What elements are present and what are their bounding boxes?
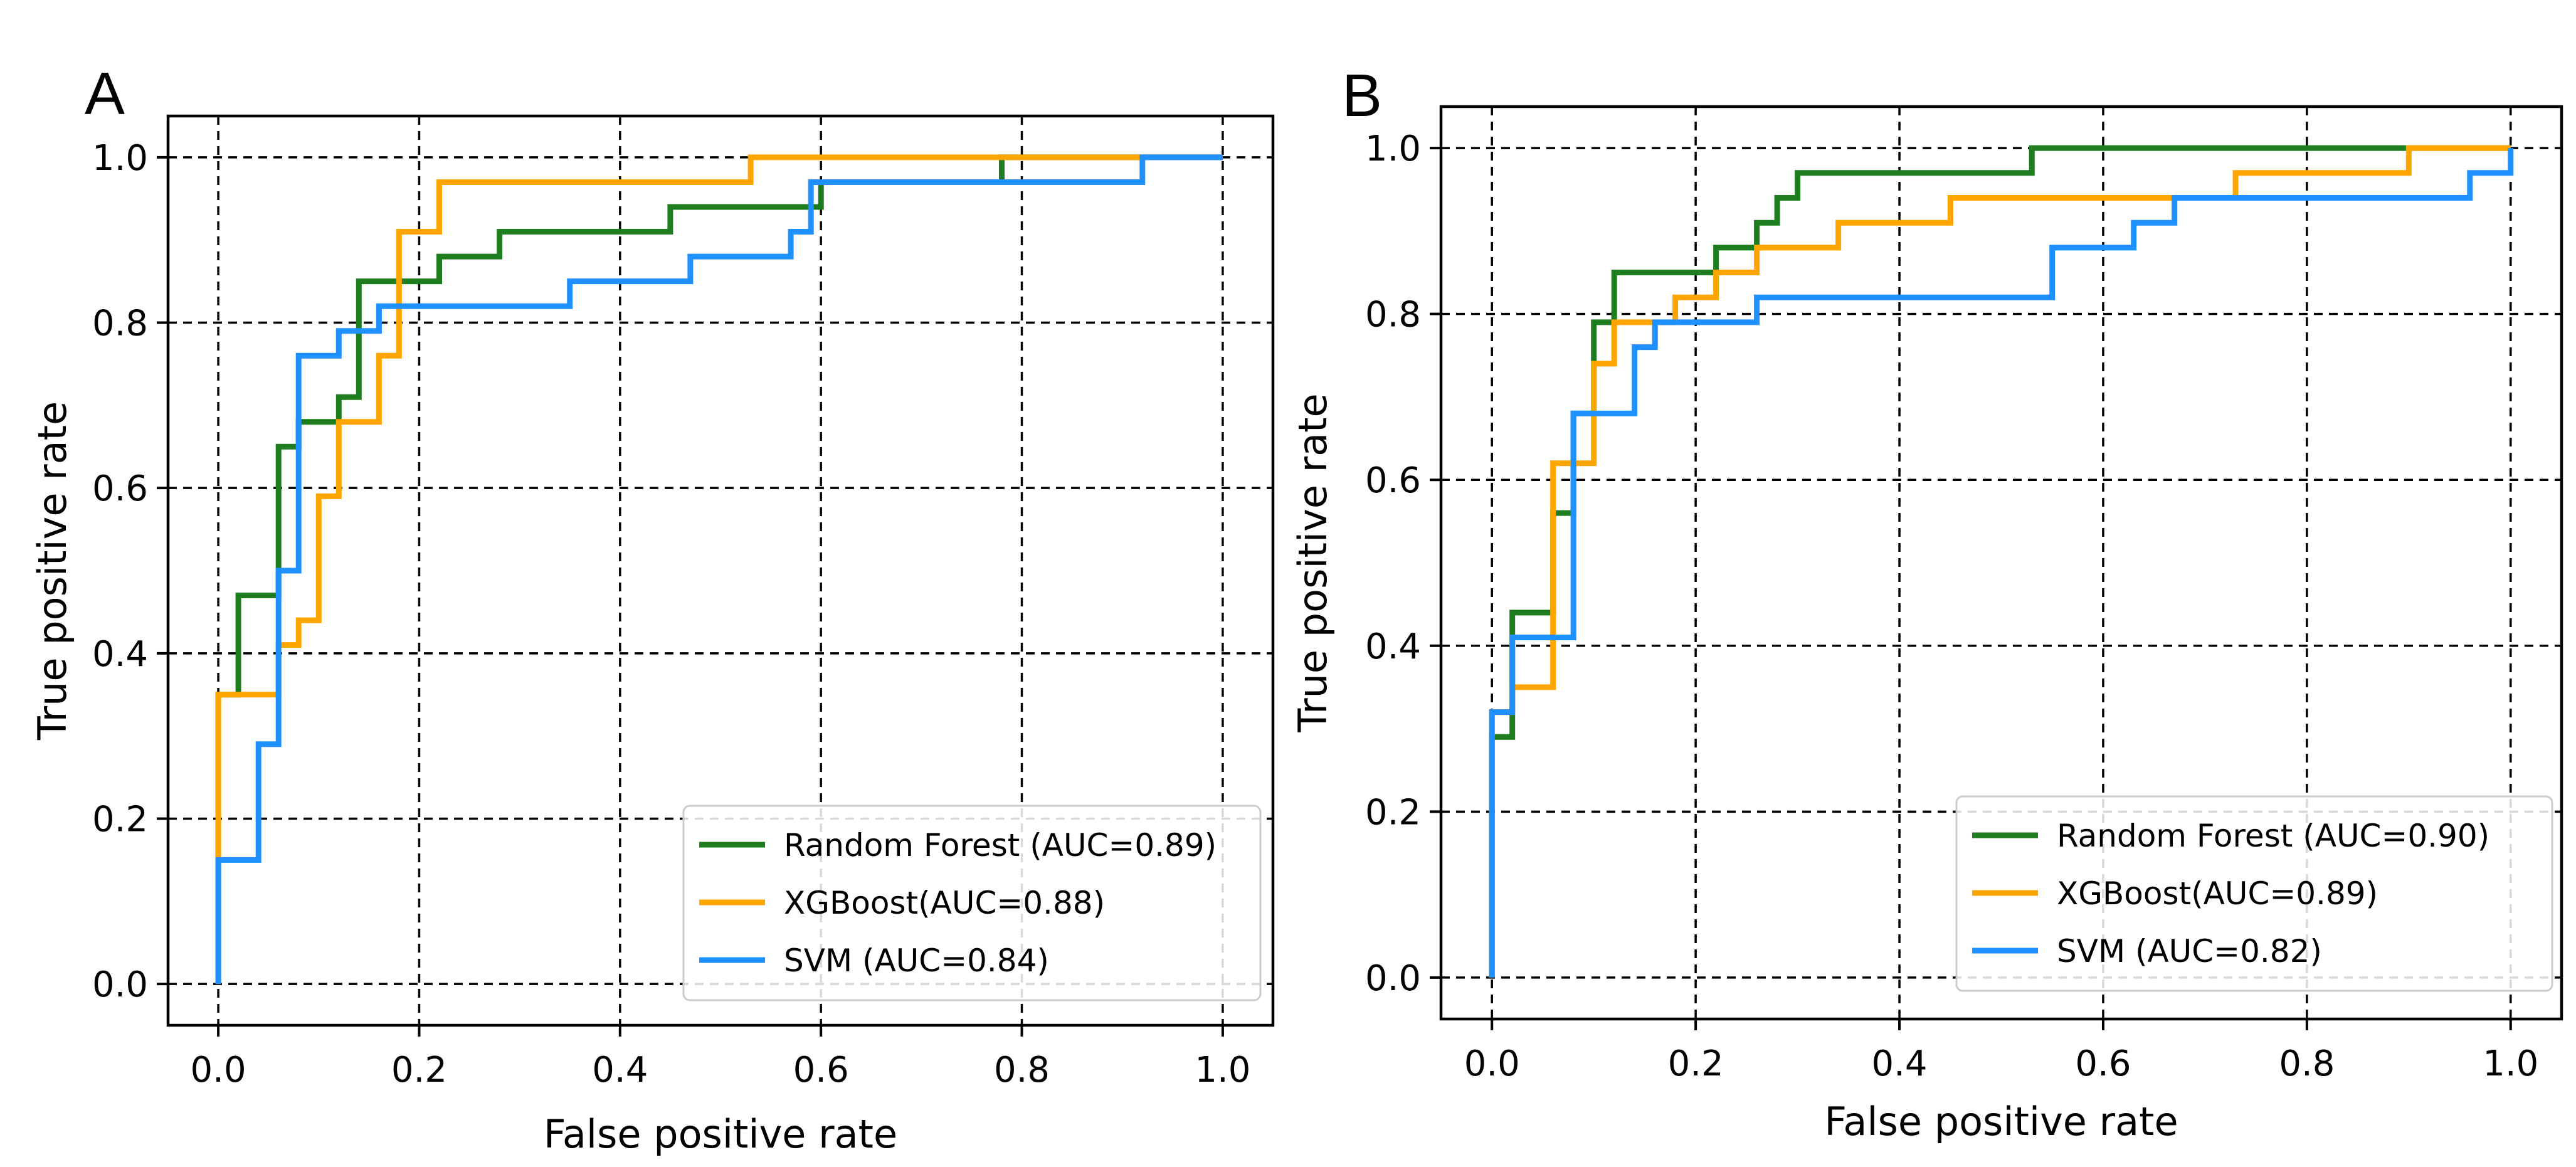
y-tick-label: 0.8 [1365,295,1421,335]
legend-label-2: XGBoost(AUC=0.88) [784,885,1105,921]
legend-box [1955,795,2553,992]
legend: Random Forest (AUC=0.90) XGBoost(AUC=0.89… [1955,795,2553,992]
y-tick-label: 0.6 [92,468,148,509]
y-tick-label: 1.0 [1365,129,1421,169]
panel-label: B [1342,62,1382,129]
y-tick-label: 0.4 [1365,626,1421,667]
y-tick-label: 0.6 [1365,460,1421,501]
y-tick-label: 0.2 [92,799,148,840]
x-tick-label: 0.8 [994,1050,1050,1090]
legend-label-3: SVM (AUC=0.84) [784,943,1049,979]
x-tick-label: 0.4 [592,1050,648,1090]
legend-label-2: XGBoost(AUC=0.89) [2057,875,2378,912]
plot-frame [166,114,1275,1027]
panel-label: A [85,60,125,127]
legend-box [682,805,1262,1001]
chart-panel-b: B 0.0 0.2 0.4 0.6 0.8 1.0 0.0 0.2 0.4 0.6 0.8 1.0 Fal… [1290,62,2563,1144]
series-line-3 [1489,148,2514,978]
x-tick-label: 0.2 [391,1050,447,1090]
x-tick-label: 0.4 [1872,1043,1928,1084]
x-tick-label: 0.0 [191,1050,246,1090]
legend-label-1: Random Forest (AUC=0.89) [784,827,1217,863]
legend-label-3: SVM (AUC=0.82) [2057,933,2322,969]
plot-frame [1439,105,2563,1021]
chart-panel-a: A 0.0 0.2 0.4 0.6 0.8 1.0 0.0 0.2 0.4 0.6 0.8 1.0 Fal… [29,60,1275,1157]
x-tick-label: 0.2 [1668,1043,1724,1084]
legend-label-1: Random Forest (AUC=0.90) [2057,818,2489,854]
y-tick-label: 0.0 [92,964,148,1005]
y-axis-label: True positive rate [29,401,75,741]
y-tick-label: 1.0 [92,138,148,179]
x-axis-label: False positive rate [1824,1099,2178,1144]
y-tick-label: 0.8 [92,304,148,344]
y-tick-label: 0.0 [1365,958,1421,999]
series-line-1 [1489,145,2511,978]
series-line-2 [1489,145,2511,978]
x-tick-label: 1.0 [1195,1050,1250,1090]
x-tick-label: 0.6 [793,1050,849,1090]
x-tick-label: 0.6 [2075,1043,2131,1084]
y-tick-label: 0.2 [1365,792,1421,833]
y-axis-label: True positive rate [1290,393,1336,732]
series-line-3 [215,154,1223,985]
y-tick-label: 0.4 [92,634,148,675]
x-tick-label: 1.0 [2483,1043,2538,1084]
legend: Random Forest (AUC=0.89) XGBoost(AUC=0.88… [682,805,1262,1001]
x-tick-label: 0.0 [1464,1043,1520,1084]
x-axis-label: False positive rate [544,1111,897,1157]
x-tick-label: 0.8 [2279,1043,2335,1084]
